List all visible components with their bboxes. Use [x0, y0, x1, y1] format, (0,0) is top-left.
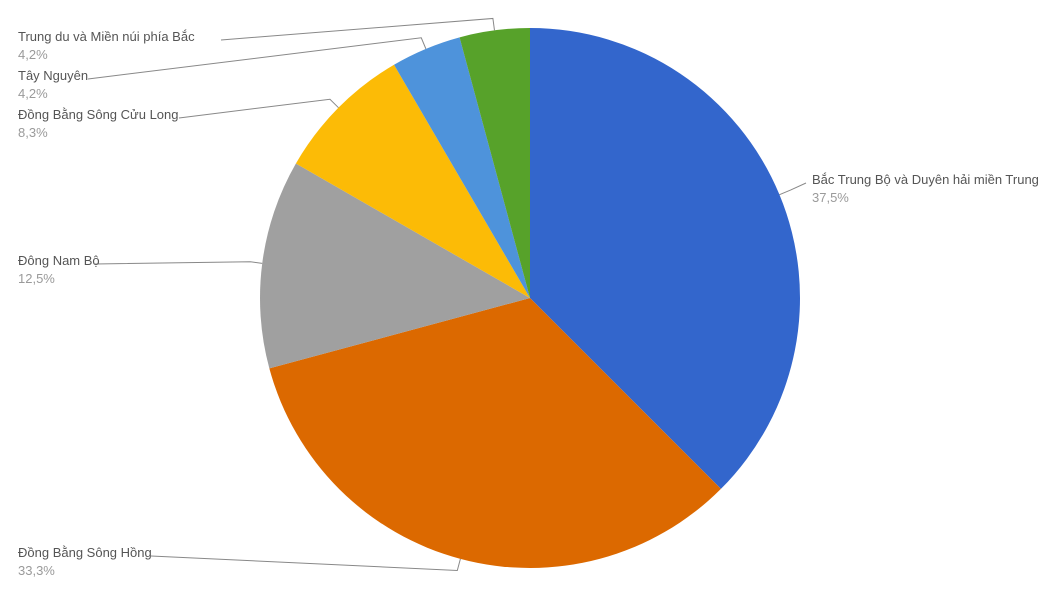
- slice-label-title: Bắc Trung Bộ và Duyên hải miền Trung: [812, 172, 1039, 187]
- slice-label-title: Đồng Bằng Sông Hồng: [18, 545, 152, 560]
- slice-label-value: 33,3%: [18, 563, 55, 578]
- slice-label-value: 4,2%: [18, 86, 48, 101]
- slice-label-title: Tây Nguyên: [18, 68, 88, 83]
- slice-label-value: 4,2%: [18, 47, 48, 62]
- slice-label-value: 12,5%: [18, 271, 55, 286]
- slice-label-title: Trung du và Miền núi phía Bắc: [18, 29, 195, 44]
- pie-chart: Bắc Trung Bộ và Duyên hải miền Trung 37,5…: [0, 0, 1060, 596]
- slice-label-value: 8,3%: [18, 125, 48, 140]
- slice-label-title: Đồng Bằng Sông Cửu Long: [18, 107, 179, 122]
- slice-label-title: Đông Nam Bộ: [18, 253, 100, 268]
- slice-label-value: 37,5%: [812, 190, 849, 205]
